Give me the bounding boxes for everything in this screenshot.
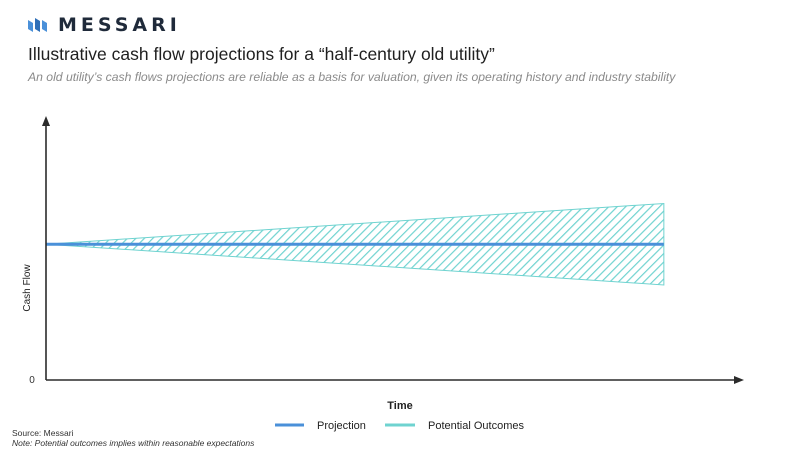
brand-name: MESSARI [58, 14, 181, 36]
chart-footer: Source: Messari Note: Potential outcomes… [12, 428, 254, 448]
chart-title: Illustrative cash flow projections for a… [28, 44, 495, 64]
legend-label-outcomes: Potential Outcomes [428, 420, 524, 432]
chart-subtitle: An old utility’s cash flows projections … [28, 70, 676, 84]
y-axis-arrow [42, 116, 50, 126]
legend-label-projection: Projection [317, 420, 366, 432]
brand-logo: MESSARI [28, 14, 181, 36]
x-axis-label: Time [387, 400, 412, 412]
source-note: Source: Messari [12, 428, 74, 438]
messari-logo-icon [28, 18, 47, 32]
y-tick-zero: 0 [29, 375, 35, 386]
x-axis-arrow [734, 376, 744, 384]
footnote: Note: Potential outcomes implies within … [12, 438, 255, 448]
legend: Projection Potential Outcomes [275, 420, 524, 432]
y-axis-label: Cash Flow [22, 264, 33, 312]
